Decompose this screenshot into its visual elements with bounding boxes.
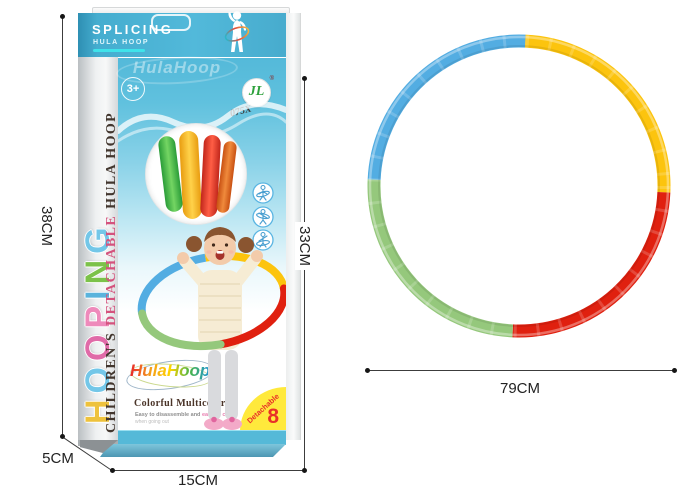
box-spine [78, 57, 118, 446]
assembled-hula-hoop [367, 34, 671, 338]
dim-label-box-depth: 5CM [42, 450, 74, 467]
dim-line-33cm [303, 78, 305, 470]
hang-slot [151, 14, 191, 31]
dim-endpoint [301, 75, 307, 81]
dim-line-38cm [61, 16, 63, 436]
box-bottom-face [100, 444, 286, 457]
product-note-2: when going out [135, 419, 169, 425]
dim-endpoint [301, 467, 307, 473]
dim-endpoint [59, 433, 65, 439]
logo-text: HulaHoop [130, 361, 211, 380]
exercise-pose-icon [252, 206, 274, 228]
exercise-pose-icon [252, 182, 274, 204]
dim-label-hoop-diameter: 79CM [499, 380, 540, 397]
dim-endpoint [364, 367, 370, 373]
detachable-count: 8 [267, 405, 279, 428]
dim-label-box-height: 38CM [38, 206, 55, 247]
dim-label-front-height: 33CM [295, 222, 314, 271]
brand-monogram: JL [248, 84, 265, 99]
box-bottom-strip [118, 430, 286, 445]
subtitle-underline [93, 49, 145, 52]
embossed-logo-wrap: HulaHoop [115, 53, 239, 88]
exercise-pose-icon [252, 229, 274, 251]
age-badge: 3+ [121, 77, 145, 101]
dim-endpoint [59, 13, 65, 19]
product-subtitle: Colorful Multicolor [134, 398, 226, 409]
product-window [145, 123, 247, 225]
dim-endpoint [109, 467, 115, 473]
box-subtitle: HULA HOOP [93, 39, 150, 46]
box-front-face: HulaHoop 3+ JL ® 075X [115, 53, 286, 431]
dim-line-79cm [367, 369, 674, 371]
hoop-tube-yellow [178, 130, 203, 220]
registered-mark: ® [269, 76, 274, 82]
embossed-logo: HulaHoop [132, 58, 222, 77]
girl-hooping-photo [137, 227, 289, 430]
dim-line-15cm [112, 469, 304, 471]
hulahoop-logo: HulaHoop [124, 355, 218, 395]
dim-endpoint [671, 367, 677, 373]
hooping-person-silhouette-icon [224, 11, 250, 52]
box-top-flap: SPLICING HULA HOOP [78, 11, 290, 57]
dim-label-box-width: 15CM [177, 472, 218, 488]
